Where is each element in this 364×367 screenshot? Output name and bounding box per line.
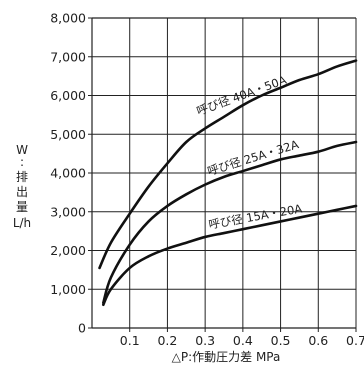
series-line-40a-50a bbox=[98, 59, 358, 270]
y-tick-label: 7,000 bbox=[50, 49, 86, 64]
y-axis-label-part: 排 bbox=[16, 170, 28, 184]
x-tick-label: 0.3 bbox=[195, 333, 215, 348]
y-axis-label-part: L/h bbox=[13, 216, 31, 230]
y-axis-label-part: 量 bbox=[16, 200, 28, 214]
y-tick-label: 1,000 bbox=[50, 282, 86, 297]
x-tick-label: 0.1 bbox=[120, 333, 140, 348]
y-axis-label-part: 出 bbox=[16, 185, 28, 199]
series-line-15a-20a bbox=[102, 204, 358, 307]
x-tick-label: 0.2 bbox=[157, 333, 177, 348]
grid-layer bbox=[88, 17, 357, 332]
x-axis-label: △P:作動圧力差 MPa bbox=[172, 350, 281, 364]
series-layer bbox=[98, 59, 358, 307]
y-tick-label: 4,000 bbox=[50, 166, 86, 181]
y-axis-label-part: W bbox=[16, 143, 28, 157]
x-tick-label: 0.6 bbox=[308, 333, 328, 348]
series-line-25a-32a bbox=[102, 140, 358, 305]
tick-layer: 0 1,000 2,000 3,000 4,000 5,000 6,000 7,000 8,00… bbox=[50, 11, 364, 349]
x-tick-label: 0.4 bbox=[233, 333, 253, 348]
y-tick-label: 8,000 bbox=[50, 11, 86, 26]
y-axis-label-part: : bbox=[20, 155, 24, 169]
y-tick-label: 2,000 bbox=[50, 243, 86, 258]
axis-layer bbox=[91, 17, 356, 329]
y-tick-label: 5,000 bbox=[50, 127, 86, 142]
y-tick-label: 3,000 bbox=[50, 204, 86, 219]
x-tick-label: 0.5 bbox=[271, 333, 291, 348]
x-tick-label: 0.7 bbox=[346, 333, 364, 348]
y-tick-label: 6,000 bbox=[50, 88, 86, 103]
y-tick-label: 0 bbox=[78, 321, 86, 336]
